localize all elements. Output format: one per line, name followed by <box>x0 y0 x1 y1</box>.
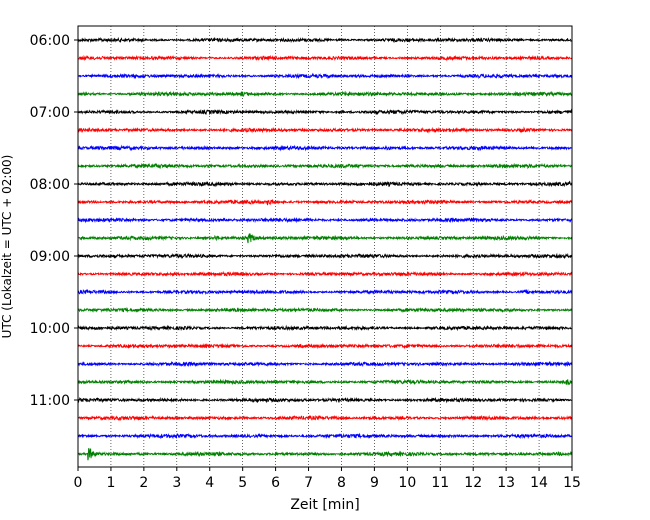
y-tick-label: 07:00 <box>30 105 70 121</box>
trace-0600 <box>77 36 573 44</box>
trace-0945 <box>77 306 573 314</box>
y-tick-label: 08:00 <box>30 177 70 193</box>
trace-0630 <box>77 72 573 80</box>
seismic-traces <box>77 36 573 461</box>
trace-1045 <box>77 378 573 386</box>
x-tick-label: 10 <box>398 475 416 491</box>
trace-1115 <box>77 414 573 422</box>
trace-0730 <box>77 144 573 152</box>
y-axis-label: UTC (Lokalzeit = UTC + 02:00) <box>0 155 14 339</box>
y-tick-label: 11:00 <box>30 393 70 409</box>
x-tick-label: 2 <box>139 475 148 491</box>
trace-1000 <box>77 324 573 332</box>
x-tick-label: 1 <box>106 475 115 491</box>
x-tick-label: 15 <box>563 475 581 491</box>
x-tick-label: 0 <box>74 475 83 491</box>
y-tick-label: 09:00 <box>30 249 70 265</box>
trace-1030 <box>77 360 573 368</box>
x-tick-label: 13 <box>497 475 515 491</box>
x-tick-label: 7 <box>304 475 313 491</box>
x-tick-label: 11 <box>431 475 449 491</box>
trace-0830 <box>77 216 573 224</box>
trace-1145 <box>77 448 573 461</box>
trace-0745 <box>77 162 573 170</box>
x-tick-label: 6 <box>271 475 280 491</box>
x-tick-label: 12 <box>464 475 482 491</box>
y-axis-ticks: 06:00 07:00 08:00 09:00 10:00 11:00 <box>30 33 78 409</box>
trace-0930 <box>77 288 573 295</box>
trace-1130 <box>77 432 573 440</box>
trace-0715 <box>77 126 573 134</box>
trace-0800 <box>77 180 573 188</box>
plot-frame <box>77 25 573 468</box>
x-tick-label: 9 <box>370 475 379 491</box>
trace-0845 <box>77 233 573 244</box>
trace-0615 <box>77 54 573 62</box>
trace-0815 <box>77 198 573 206</box>
x-tick-label: 5 <box>238 475 247 491</box>
x-axis-ticks: 0 1 2 3 4 5 6 7 8 9 10 11 12 13 14 15 <box>74 467 581 491</box>
x-tick-label: 14 <box>530 475 548 491</box>
trace-1100 <box>77 396 573 404</box>
x-tick-label: 4 <box>205 475 214 491</box>
y-tick-label: 10:00 <box>30 321 70 337</box>
trace-0915 <box>77 270 573 278</box>
trace-1015 <box>77 342 573 350</box>
trace-0700 <box>77 108 573 116</box>
x-tick-label: 3 <box>172 475 181 491</box>
trace-0900 <box>77 252 573 260</box>
y-tick-label: 06:00 <box>30 33 70 49</box>
x-tick-label: 8 <box>337 475 346 491</box>
trace-0645 <box>77 90 573 98</box>
x-axis-label: Zeit [min] <box>290 497 359 513</box>
